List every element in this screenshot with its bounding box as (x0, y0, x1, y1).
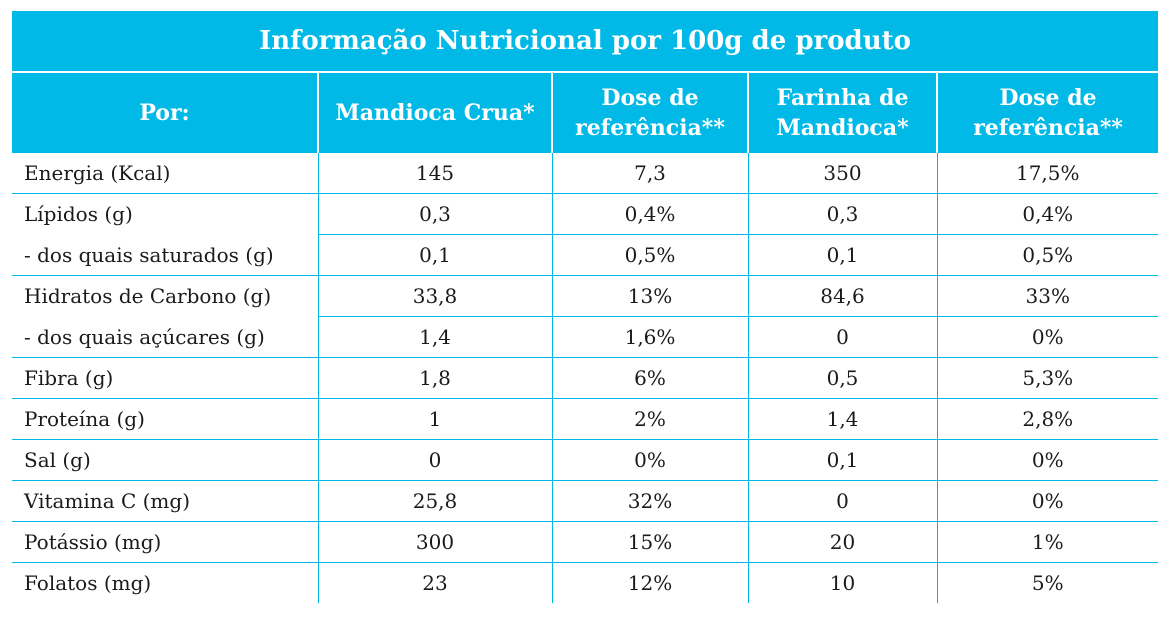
nutrition-table: Informação Nutricional por 100g de produ… (12, 11, 1159, 603)
nutrient-label: Sal (g) (12, 439, 319, 481)
column-header-mandioca-crua: Mandioca Crua* (317, 72, 553, 153)
value-crua: 1 (317, 398, 553, 440)
value-farinha: 0 (747, 480, 938, 522)
value-farinha: 20 (747, 521, 938, 563)
value-dose-crua: 15% (551, 521, 749, 563)
value-farinha: 0,1 (747, 439, 938, 481)
nutrient-label: Energia (Kcal) (12, 153, 319, 194)
table-row: Energia (Kcal) 145 7,3 350 17,5% (12, 153, 1159, 194)
value-dose-crua: 32% (551, 480, 749, 522)
column-header-farinha-mandioca: Farinha de Mandioca* (747, 72, 938, 153)
value-dose-crua: 0,5% (551, 234, 749, 276)
header-line: Dose de (999, 85, 1097, 111)
value-dose-farinha: 5,3% (936, 357, 1159, 399)
value-dose-farinha: 33% (936, 275, 1159, 317)
table-title: Informação Nutricional por 100g de produ… (12, 11, 1159, 73)
value-farinha: 84,6 (747, 275, 938, 317)
column-header-por: Por: (12, 72, 319, 153)
value-dose-farinha: 17,5% (936, 153, 1159, 194)
nutrient-label: - dos quais saturados (g) (12, 234, 319, 276)
nutrition-table-container: Informação Nutricional por 100g de produ… (12, 11, 1159, 603)
header-line: referência** (973, 115, 1123, 141)
table-row: Vitamina C (mg) 25,8 32% 0 0% (12, 480, 1159, 522)
value-dose-crua: 7,3 (551, 153, 749, 194)
column-header-dose-referencia-farinha: Dose de referência** (935, 72, 1159, 153)
value-crua: 0 (317, 439, 553, 481)
value-dose-crua: 6% (551, 357, 749, 399)
value-dose-crua: 12% (551, 562, 749, 603)
table-row: - dos quais saturados (g) 0,1 0,5% 0,1 0… (12, 234, 1159, 276)
nutrient-label: Potássio (mg) (12, 521, 319, 563)
nutrient-label: - dos quais açúcares (g) (12, 316, 319, 358)
value-crua: 1,8 (317, 357, 553, 399)
value-crua: 0,1 (317, 234, 553, 276)
value-dose-farinha: 5% (936, 562, 1159, 603)
table-row: Proteína (g) 1 2% 1,4 2,8% (12, 398, 1159, 440)
value-dose-crua: 2% (551, 398, 749, 440)
value-crua: 0,3 (317, 193, 553, 235)
value-farinha: 0,3 (747, 193, 938, 235)
table-row: Potássio (mg) 300 15% 20 1% (12, 521, 1159, 563)
nutrient-label: Vitamina C (mg) (12, 480, 319, 522)
value-dose-farinha: 0% (936, 480, 1159, 522)
value-crua: 23 (317, 562, 553, 603)
value-crua: 1,4 (317, 316, 553, 358)
value-crua: 25,8 (317, 480, 553, 522)
value-crua: 300 (317, 521, 553, 563)
header-line: Farinha de (776, 85, 909, 111)
value-farinha: 0,5 (747, 357, 938, 399)
table-row: Sal (g) 0 0% 0,1 0% (12, 439, 1159, 481)
table-row: Lípidos (g) 0,3 0,4% 0,3 0,4% (12, 193, 1159, 235)
header-line: Mandioca* (776, 115, 909, 141)
value-dose-crua: 1,6% (551, 316, 749, 358)
table-row: Hidratos de Carbono (g) 33,8 13% 84,6 33… (12, 275, 1159, 317)
value-dose-crua: 0,4% (551, 193, 749, 235)
value-dose-crua: 0% (551, 439, 749, 481)
value-crua: 33,8 (317, 275, 553, 317)
column-header-dose-referencia-crua: Dose de referência** (551, 72, 749, 153)
value-dose-crua: 13% (551, 275, 749, 317)
value-farinha: 0,1 (747, 234, 938, 276)
value-dose-farinha: 1% (936, 521, 1159, 563)
value-farinha: 1,4 (747, 398, 938, 440)
table-row: - dos quais açúcares (g) 1,4 1,6% 0 0% (12, 316, 1159, 358)
value-dose-farinha: 0,5% (936, 234, 1159, 276)
value-dose-farinha: 0,4% (936, 193, 1159, 235)
header-line: Dose de (601, 85, 699, 111)
value-dose-farinha: 2,8% (936, 398, 1159, 440)
nutrient-label: Hidratos de Carbono (g) (12, 275, 319, 317)
nutrient-label: Folatos (mg) (12, 562, 319, 603)
table-row: Fibra (g) 1,8 6% 0,5 5,3% (12, 357, 1159, 399)
value-farinha: 350 (747, 153, 938, 194)
value-farinha: 0 (747, 316, 938, 358)
table-row: Folatos (mg) 23 12% 10 5% (12, 562, 1159, 603)
nutrient-label: Lípidos (g) (12, 193, 319, 235)
nutrient-label: Fibra (g) (12, 357, 319, 399)
value-dose-farinha: 0% (936, 316, 1159, 358)
header-line: referência** (575, 115, 725, 141)
value-farinha: 10 (747, 562, 938, 603)
value-dose-farinha: 0% (936, 439, 1159, 481)
value-crua: 145 (317, 153, 553, 194)
nutrient-label: Proteína (g) (12, 398, 319, 440)
